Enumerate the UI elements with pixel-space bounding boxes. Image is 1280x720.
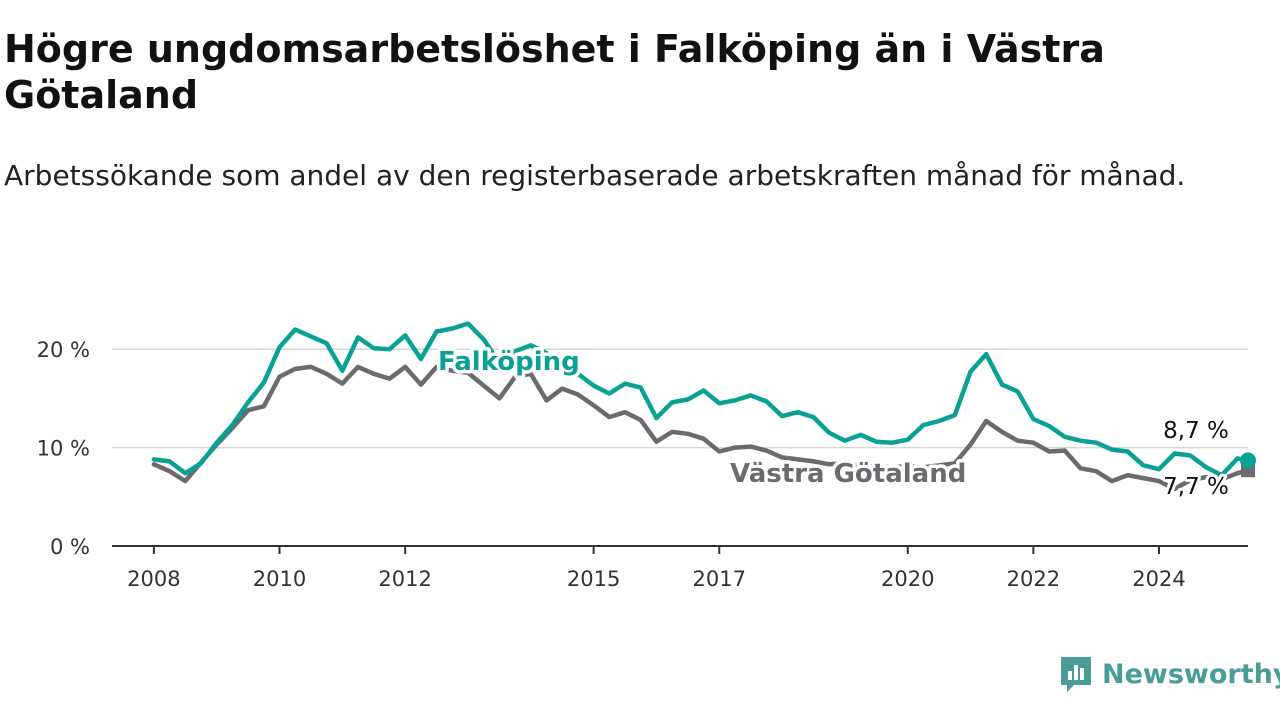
series-label-falkoping: Falköping [438, 347, 580, 377]
x-tick-label: 2017 [693, 567, 746, 591]
x-tick-label: 2020 [881, 567, 934, 591]
y-tick-label: 20 % [37, 338, 90, 362]
end-label-falkoping: 8,7 % [1163, 418, 1229, 444]
x-tick-label: 2012 [378, 567, 431, 591]
newsworthy-logo: Newsworthy [1058, 654, 1280, 694]
series-line-falkoping [151, 321, 1251, 478]
series-label-vastra-gotaland: Västra Götaland [730, 459, 966, 489]
chart-subtitle: Arbetssökande som andel av den registerb… [4, 159, 1186, 192]
series-end-point [1240, 452, 1256, 469]
x-tick-label: 2015 [567, 567, 620, 591]
y-tick-label: 0 % [50, 535, 90, 559]
series-line-vastra-gotaland [151, 364, 1251, 492]
brand-name: Newsworthy [1102, 658, 1280, 690]
x-tick-label: 2024 [1132, 567, 1185, 591]
x-tick-label: 2010 [253, 567, 306, 591]
series-labels: Falköping Västra Götaland 8,7 % 7,7 % [435, 344, 1232, 504]
newsworthy-logo-icon [1061, 657, 1091, 692]
gridlines: 0 % 10 % 20 % [37, 338, 1248, 559]
x-tick-label: 2008 [127, 567, 180, 591]
y-tick-label: 10 % [37, 437, 90, 461]
end-label-vastra-gotaland: 7,7 % [1163, 474, 1229, 500]
x-tick-label: 2022 [1007, 567, 1060, 591]
series-lines [151, 321, 1256, 492]
chart-title: Högre ungdomsarbetslöshet i Falköping än… [4, 27, 1105, 117]
x-axis: 2008 2010 2012 2015 2017 2020 2022 2024 [112, 545, 1248, 591]
